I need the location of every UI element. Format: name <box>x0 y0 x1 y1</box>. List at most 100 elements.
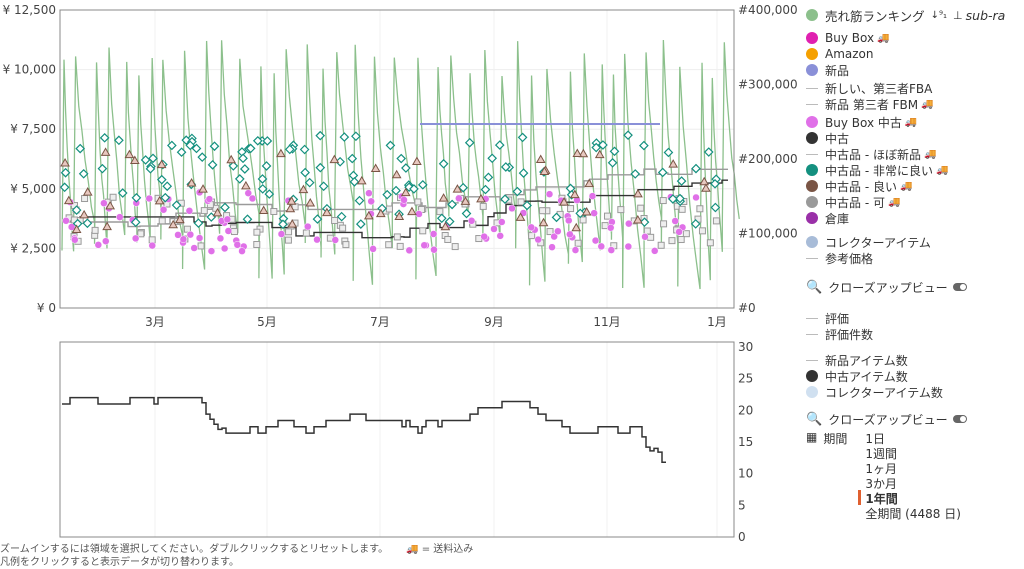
legend-sales-rank[interactable]: 売れ筋ランキング ↓⁹₁ ⊥ sub-ra <box>806 4 1024 26</box>
buybox-used-marker <box>591 236 600 245</box>
very-good-marker <box>336 211 347 222</box>
range-option[interactable]: 1週間 <box>865 447 897 461</box>
sort-icon[interactable]: ↓⁹₁ <box>930 9 948 21</box>
acceptable-marker <box>197 242 205 250</box>
very-good-marker <box>239 164 250 174</box>
buybox-used-marker <box>131 234 140 243</box>
range-option[interactable]: 3か月 <box>865 477 897 491</box>
y-tick-label: ¥ 10,000 <box>3 63 56 77</box>
very-good-marker <box>657 167 668 178</box>
buybox-used-marker <box>496 232 504 240</box>
buybox-used-marker <box>548 243 556 251</box>
acceptable-marker <box>396 242 404 250</box>
legend-item-label: Buy Box <box>825 31 875 45</box>
top-left-axis: ¥ 12,500 ¥ 10,000 ¥ 7,500 ¥ 5,000 ¥ 2,500 ¥ 0 <box>3 3 56 315</box>
x-tick-label: 11月 <box>593 315 620 329</box>
legend-dot-icon <box>806 212 818 224</box>
legend-item[interactable]: 中古品 - 非常に良い 🚚 <box>806 162 1024 178</box>
legend-dot-icon <box>806 180 818 192</box>
legend-item[interactable]: Amazon <box>806 46 1024 62</box>
acceptable-marker <box>539 207 547 215</box>
buybox-used-marker <box>527 223 536 232</box>
buybox-used-marker <box>190 244 198 252</box>
legend-item-label: Amazon <box>825 47 874 61</box>
closeup-view-toggle-2[interactable]: 🔍 クローズアップビュー <box>806 410 1024 428</box>
buybox-used-marker <box>174 231 182 239</box>
good-marker <box>370 163 381 172</box>
good-marker <box>285 203 296 213</box>
very-good-marker <box>264 189 275 199</box>
very-good-marker <box>447 199 457 210</box>
legend-dot-icon <box>806 132 818 144</box>
price-history-chart[interactable]: ¥ 12,500 ¥ 10,000 ¥ 7,500 ¥ 5,000 ¥ 2,500 ¥ 0… <box>0 0 806 543</box>
legend-item[interactable]: 新品 <box>806 62 1024 78</box>
legend-item[interactable]: Buy Box 🚚 <box>806 30 1024 46</box>
very-good-marker <box>252 135 263 146</box>
magnifier-icon: 🔍 <box>806 279 823 295</box>
range-option[interactable]: 1年間 <box>858 490 961 506</box>
acceptable-marker <box>567 205 575 213</box>
buybox-used-marker <box>554 227 562 236</box>
good-marker <box>154 195 165 205</box>
legend-item[interactable]: コレクターアイテム数 <box>806 384 1024 400</box>
legend-item-label: 中古品 - 可 <box>825 195 885 210</box>
acceptable-marker <box>284 236 292 244</box>
good-marker <box>539 166 550 176</box>
toggle-icon[interactable] <box>952 283 967 291</box>
buybox-used-marker <box>625 219 633 228</box>
range-option[interactable]: 全期間 (4488 日) <box>865 507 961 521</box>
range-option[interactable]: 1ヶ月 <box>865 462 897 476</box>
hierarchy-icon[interactable]: ⊥ <box>953 8 963 22</box>
magnifier-icon: 🔍 <box>806 411 823 427</box>
offer-tick-label: 25 <box>738 372 753 386</box>
legend-item[interactable]: 参考価格 <box>806 250 1024 266</box>
very-good-marker <box>517 132 528 143</box>
legend-item[interactable]: 評価件数 <box>806 326 1024 342</box>
legend-item[interactable]: 新品アイテム数 <box>806 352 1024 368</box>
acceptable-marker <box>444 235 452 243</box>
legend-item[interactable]: 新品 第三者 FBM 🚚 <box>806 96 1024 112</box>
x-axis: 3月 5月 7月 9月 11月 1月 <box>145 315 727 329</box>
acceptable-marker <box>109 193 117 201</box>
legend-item-label: 倉庫 <box>825 211 850 226</box>
bottom-right-axis: 30 25 20 15 10 5 0 <box>738 340 753 543</box>
legend-item[interactable]: 新しい、第三者FBA <box>806 80 1024 96</box>
buybox-used-marker <box>195 234 204 242</box>
legend-item[interactable]: 中古品 - ほぼ新品 🚚 <box>806 146 1024 162</box>
legend-item[interactable]: 評価 <box>806 310 1024 326</box>
good-marker <box>276 148 286 158</box>
truck-icon: 🚚 <box>899 180 913 192</box>
very-good-marker <box>117 188 128 198</box>
acceptable-marker <box>637 204 645 212</box>
truck-icon: 🚚 <box>935 164 949 176</box>
legend-item[interactable]: 中古品 - 可 🚚 <box>806 194 1024 210</box>
legend-dot-icon <box>806 164 818 176</box>
buybox-used-marker <box>185 207 194 215</box>
legend-item[interactable]: 中古 <box>806 130 1024 146</box>
legend-item[interactable]: コレクターアイテム <box>806 234 1024 250</box>
sub-rank-label[interactable]: sub-ra <box>965 7 1006 23</box>
legend-dash-icon <box>806 103 818 105</box>
buybox-used-marker <box>650 247 659 255</box>
closeup-view-toggle-1[interactable]: 🔍 クローズアップビュー <box>806 278 1024 296</box>
legend-item[interactable]: 中古品 - 良い 🚚 <box>806 178 1024 194</box>
range-option[interactable]: 1日 <box>865 432 885 446</box>
legend-hint: 凡例をクリックすると表示データが切り替わります。 <box>0 557 239 568</box>
good-marker <box>186 178 197 187</box>
very-good-marker <box>315 162 326 173</box>
legend-item[interactable]: 中古アイテム数 <box>806 368 1024 384</box>
acceptable-marker <box>696 205 704 213</box>
good-marker <box>581 207 592 216</box>
very-good-marker <box>690 219 701 229</box>
buybox-used-marker <box>71 236 79 244</box>
buybox-used-marker <box>508 204 516 213</box>
legend-item[interactable]: 倉庫 <box>806 210 1024 226</box>
acceptable-marker <box>302 229 310 237</box>
shipping-note: = 送料込み <box>421 544 474 555</box>
good-marker <box>515 212 526 221</box>
legend-item[interactable]: Buy Box 中古 🚚 <box>806 114 1024 130</box>
buybox-used-marker <box>331 236 340 244</box>
very-good-marker <box>354 195 365 206</box>
zoom-hint: ズームインするには領域を選択してください。ダブルクリックするとリセットします。 <box>0 544 389 555</box>
toggle-icon[interactable] <box>952 415 967 423</box>
